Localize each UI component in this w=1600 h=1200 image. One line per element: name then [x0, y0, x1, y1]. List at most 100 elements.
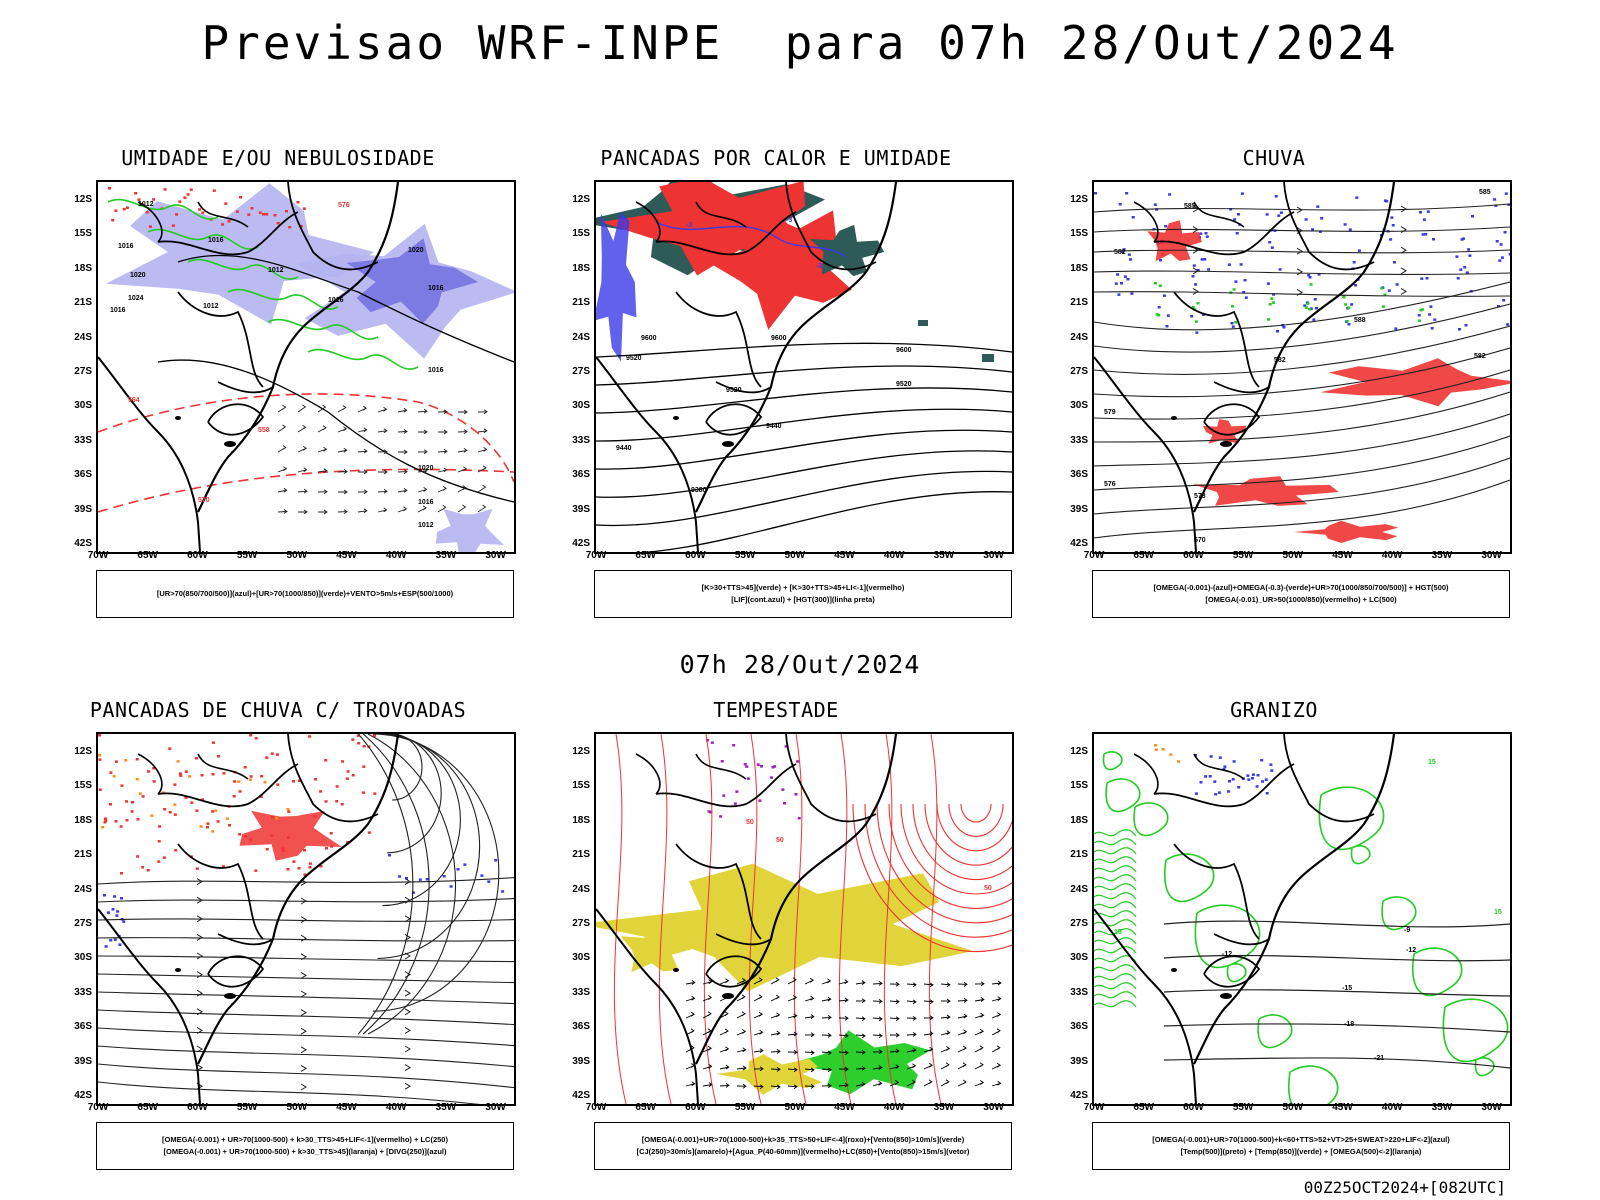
wind850-vector — [906, 999, 917, 1005]
streamline-arrow — [404, 952, 411, 960]
temp850-contour — [1094, 874, 1137, 882]
thunder-red-area — [346, 770, 350, 773]
thunder-orange-area — [237, 780, 241, 783]
thickness-contour-dot — [258, 211, 262, 214]
wind850-vector — [923, 982, 934, 988]
thunder-red-area — [179, 774, 183, 777]
thunder-red-area — [259, 795, 263, 798]
lon-tick-label: 65W — [137, 1102, 158, 1113]
storm-purple-area — [733, 802, 737, 805]
wind850-green-area — [787, 1030, 931, 1095]
humidity-green-contour — [227, 288, 339, 310]
wind850-vector — [906, 982, 917, 988]
wind850-vector — [957, 1062, 967, 1070]
thunder-red-area — [286, 868, 290, 871]
wind850-vector — [804, 995, 815, 1002]
thunder-red-area — [325, 847, 328, 850]
hail-blue-area — [1247, 778, 1251, 781]
wind850-vector — [889, 1080, 900, 1087]
omega-blue-area — [1194, 283, 1198, 286]
streamline-arrow — [300, 916, 307, 924]
wind850-vector — [889, 1016, 900, 1022]
lon-tick-label: 55W — [1232, 550, 1254, 561]
hail-blue-area — [1222, 768, 1226, 771]
thunder-red-area — [372, 734, 376, 737]
wind850-vector — [736, 994, 746, 1002]
omega-green-area — [1231, 305, 1234, 308]
legend-line-2: [OMEGA(-0.01)_UR>50(1000/850)(vermelho) … — [1205, 595, 1397, 604]
storm-purple-area — [794, 793, 798, 796]
lat-tick-label: 39S — [572, 1055, 590, 1067]
wind-vector — [377, 406, 388, 413]
lat-tick-label: 21S — [572, 297, 590, 309]
wind850-vector — [838, 979, 849, 985]
lat-tick-label: 21S — [74, 849, 92, 861]
omega-green-area — [1308, 308, 1311, 311]
wind-vector — [338, 489, 348, 495]
thunder-red-area — [120, 872, 123, 875]
omega-green-area — [1419, 309, 1423, 312]
panel-tempestade: TEMPESTADE 50 50 50 [OMEGA(-0.001)+UR>70(1… — [516, 698, 1036, 1178]
streamline-850 — [883, 734, 897, 1104]
border-country — [1213, 381, 1270, 394]
precipitable-water-contour — [852, 803, 1012, 953]
temp850-contour — [1226, 963, 1247, 983]
thunder-red-area — [141, 866, 145, 869]
hgt500-contour — [1094, 347, 1510, 398]
thickness-contour-dot — [122, 208, 126, 211]
omega-blue-area — [1235, 232, 1239, 235]
omega-blue-area — [1312, 318, 1316, 321]
lon-tick-label: 30W — [983, 550, 1004, 561]
lat-tick-label: 24S — [1070, 331, 1088, 343]
thunder-red-area — [125, 819, 129, 822]
divergence-blue-area — [118, 943, 122, 946]
omega-blue-area — [1503, 231, 1507, 234]
omega-blue-area — [1131, 216, 1135, 219]
coastline-east — [695, 734, 898, 1065]
lon-tick-label: 30W — [485, 550, 506, 561]
panel-title: PANCADAS POR CALOR E UMIDADE — [600, 146, 952, 170]
thickness-contour-dot — [189, 188, 193, 191]
wind850-vector — [821, 1050, 832, 1056]
thickness-contour-dot — [296, 201, 300, 204]
wind-vector — [397, 429, 408, 434]
thunder-red-area — [184, 770, 188, 773]
hail-blue-area — [1223, 765, 1227, 768]
coastline-west — [1094, 356, 1197, 552]
omega-blue-area — [1355, 196, 1359, 199]
lon-tick-label: 40W — [385, 550, 407, 561]
temp850-contour — [1257, 1014, 1293, 1049]
wind-vector — [377, 428, 388, 434]
lon-tick-label: 60W — [685, 550, 706, 561]
storm-purple-area — [745, 765, 749, 768]
divergence-blue-area — [494, 859, 498, 862]
thunder-red-area — [319, 865, 323, 868]
temp850-contour — [1105, 778, 1141, 813]
thunder-red-area — [243, 766, 247, 769]
omega-blue-area — [1318, 230, 1322, 233]
legend-line-1: [K>30+TTS>45](verde) + [K>30+TTS>45+LI<-… — [701, 583, 905, 592]
lat-tick-label: 42S — [74, 1090, 92, 1101]
streamline-arrow — [1296, 268, 1303, 276]
omega-blue-area — [1493, 198, 1497, 201]
thunder-red-area — [351, 774, 355, 777]
omega-blue-area — [1165, 325, 1169, 328]
streamline — [98, 937, 514, 942]
omega-blue-area — [1192, 264, 1196, 267]
lon-tick-label: 40W — [1381, 550, 1403, 561]
wind850-vector — [940, 1046, 951, 1053]
contour-label: 558 — [258, 427, 270, 434]
legend-line-2: [LIF](cont.azul) + [HGT(300)](linha pret… — [731, 595, 875, 604]
thunder-red-area — [361, 791, 365, 794]
wind-vector — [357, 508, 368, 514]
lon-tick-label: 65W — [137, 550, 158, 561]
temp500-contour — [1163, 1023, 1510, 1033]
border-state — [287, 182, 379, 271]
lat-tick-label: 15S — [572, 228, 590, 240]
temp850-contour — [1381, 896, 1417, 931]
temp850-contour — [1094, 991, 1137, 999]
divergence-blue-area — [411, 891, 415, 894]
humid-area-green — [810, 224, 885, 277]
contour-label: 1012 — [138, 201, 154, 208]
thunder-red-area — [114, 820, 118, 823]
